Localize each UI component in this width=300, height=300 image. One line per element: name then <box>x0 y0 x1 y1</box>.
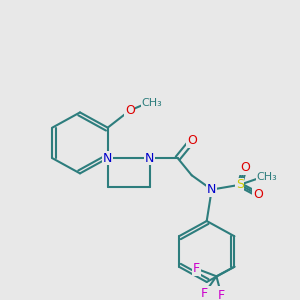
Text: N: N <box>145 152 154 165</box>
Text: N: N <box>207 183 216 196</box>
Text: O: O <box>253 188 263 201</box>
Text: O: O <box>240 161 250 174</box>
Text: CH₃: CH₃ <box>141 98 162 108</box>
Text: O: O <box>187 134 197 148</box>
Text: F: F <box>193 262 200 275</box>
Text: F: F <box>218 289 225 300</box>
Text: O: O <box>125 104 135 117</box>
Text: CH₃: CH₃ <box>256 172 277 182</box>
Text: F: F <box>201 287 208 300</box>
Text: S: S <box>236 178 244 191</box>
Text: N: N <box>103 152 112 165</box>
